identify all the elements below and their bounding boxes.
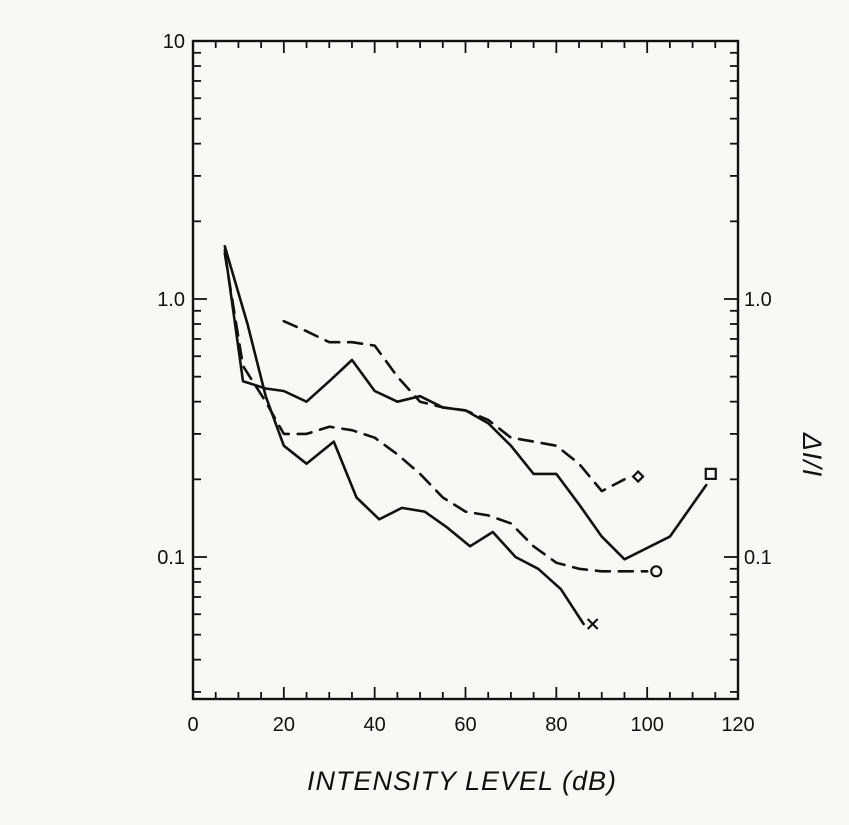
x-tick-label: 0 xyxy=(187,714,198,736)
series-line-3 xyxy=(282,319,626,493)
y-tick-label-left: 0.1 xyxy=(157,547,185,569)
plot-frame xyxy=(191,39,740,701)
series-line-1 xyxy=(223,245,585,626)
x-tick-label: 120 xyxy=(721,714,754,736)
tick-labels: 0 20 40 60 80 100 120 0.1 1.0 10 0.1 1.0 xyxy=(157,31,772,736)
series-line-4 xyxy=(223,248,708,561)
marker-diamond xyxy=(631,470,645,484)
marker-square xyxy=(704,467,717,480)
x-tick-label: 20 xyxy=(273,714,295,736)
x-tick-label: 40 xyxy=(364,714,386,736)
y-tick-label-right: 1.0 xyxy=(744,289,772,311)
x-axis-label: INTENSITY LEVEL (dB) xyxy=(307,766,617,796)
x-tick-label: 60 xyxy=(454,714,476,736)
y-tick-label-left: 1.0 xyxy=(157,289,185,311)
series-group xyxy=(223,245,708,626)
marker-circle xyxy=(650,565,663,578)
marker-x xyxy=(586,618,599,630)
x-tick-label: 80 xyxy=(545,714,567,736)
y-tick-label-right: 0.1 xyxy=(744,547,772,569)
end-markers xyxy=(586,467,717,630)
axis-ticks xyxy=(192,40,739,699)
right-axis-label: ΔI/I xyxy=(797,432,827,478)
y-tick-label-left: 10 xyxy=(163,31,185,53)
x-tick-label: 100 xyxy=(630,714,663,736)
series-line-2 xyxy=(223,252,649,573)
